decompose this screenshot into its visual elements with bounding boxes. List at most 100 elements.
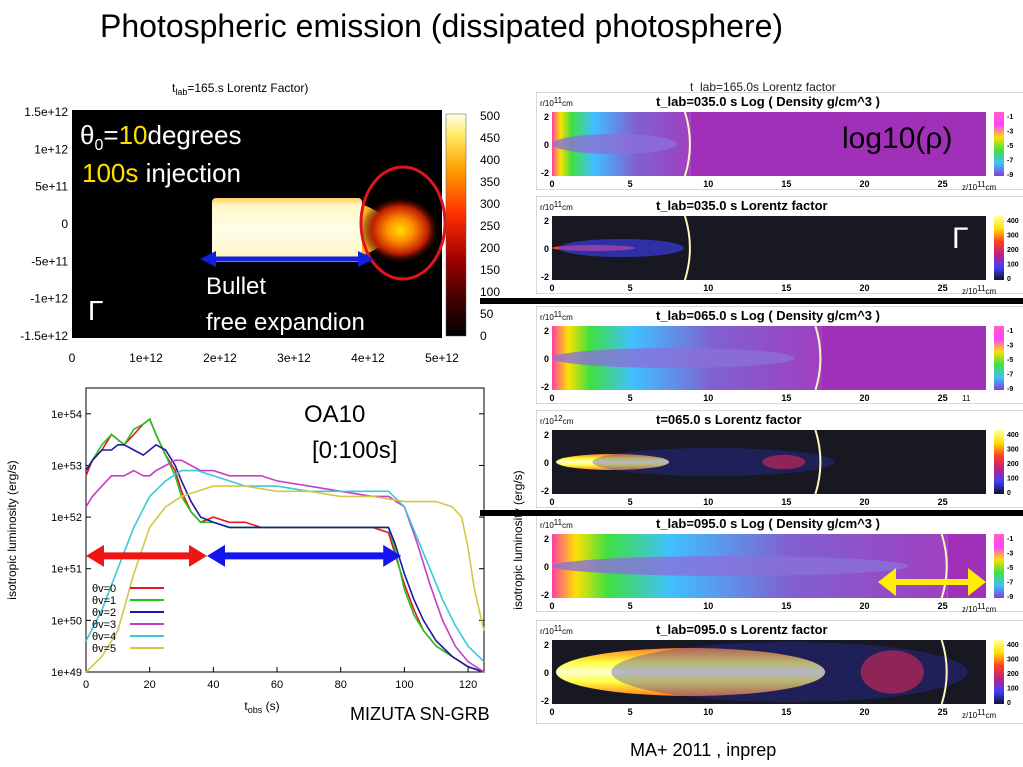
panel-colorbar-label: 400 [1007, 432, 1019, 439]
yellow-double-arrow [878, 568, 986, 596]
panel-colorbar-label: -9 [1007, 594, 1013, 601]
panel-xtick-label: 10 [703, 497, 713, 507]
panel-colorbar-label: -5 [1007, 565, 1013, 572]
panel-colorbar-label: -7 [1007, 372, 1013, 379]
panel-xtick-label: 15 [781, 601, 791, 611]
map-ytick-label: -1e+12 [30, 292, 68, 306]
map-xtick-label: 3e+12 [277, 351, 311, 365]
colorbar-tick-label: 300 [480, 197, 500, 211]
chart-xtick-label: 40 [207, 679, 219, 691]
map-ytick-label: 1.5e+12 [24, 105, 68, 119]
panel-title: t_lab=095.0 s Log ( Density g/cm^3 ) [656, 516, 880, 531]
panel-ytick-label: -2 [541, 696, 549, 706]
colorbar-tick-label: 450 [480, 131, 500, 145]
chart-x-label: tobs (s) [244, 699, 279, 715]
jet-core [552, 556, 909, 576]
panel-colorbar [994, 640, 1004, 704]
bullet-label: Bullet [206, 273, 266, 300]
colorbar-tick-label: 0 [480, 329, 487, 343]
panel-colorbar-label: 200 [1007, 671, 1019, 678]
panel-ytick-label: 2 [544, 640, 549, 650]
sim-panel-5: t_lab=095.0 s Lorentz factorr/1011cm20-2… [536, 620, 1023, 724]
shock-front [940, 533, 948, 599]
map-header: tlab=165.s Lorentz Factor) [172, 81, 308, 97]
panel-title: t_lab=065.0 s Log ( Density g/cm^3 ) [656, 308, 880, 323]
jet-core [552, 348, 795, 368]
colorbar-tick-label: 200 [480, 241, 500, 255]
panel-colorbar-label: -1 [1007, 536, 1013, 543]
gamma-symbol: Γ [88, 295, 103, 326]
panel-colorbar-label: 0 [1007, 276, 1011, 283]
panel-y-unit: r/1011cm [540, 310, 573, 322]
panel-x-unit: z/1011cm [962, 708, 996, 720]
chart-xtick-label: 100 [395, 679, 413, 691]
panel-x-unit: z/1011cm [962, 602, 996, 612]
panel-xtick-label: 25 [938, 707, 948, 717]
panel-xtick-label: 0 [549, 497, 554, 507]
ambient-medium [947, 534, 986, 598]
panel-colorbar-label: 0 [1007, 700, 1011, 707]
sim-panel-2: t_lab=065.0 s Log ( Density g/cm^3 ) r/10… [536, 306, 1023, 404]
panel-ytick-label: 2 [544, 326, 549, 336]
panel-colorbar-label: -7 [1007, 158, 1013, 165]
panel-colorbar-label: 300 [1007, 657, 1019, 664]
panel-colorbar-label: 100 [1007, 686, 1019, 693]
chart-plot-area [85, 387, 485, 673]
chart-xtick-label: 120 [459, 679, 477, 691]
panel-ytick-label: 0 [544, 140, 549, 150]
panel-title: t_lab=095.0 s Lorentz factor [656, 622, 828, 637]
colorbar-tick-label: 250 [480, 219, 500, 233]
sim-panel-4: t_lab=095.0 s Log ( Density g/cm^3 ) r/10… [536, 514, 1023, 612]
hotspot [860, 650, 924, 694]
shock-front [683, 111, 691, 177]
injection-label: 100s injection [82, 158, 241, 188]
panel-xtick-label: 20 [859, 393, 869, 403]
map-ytick-label: 1e+12 [34, 142, 68, 156]
series-line-4 [85, 469, 485, 663]
bullet-double-arrow [200, 251, 374, 267]
panel-xtick-label: 0 [549, 283, 554, 293]
panel-colorbar-label: -7 [1007, 580, 1013, 587]
chart-arrows [86, 544, 402, 567]
chart-x-ticks: 0 20 40 60 80 100 120 [83, 667, 477, 691]
panel-title: t_lab=035.0 s Lorentz factor [656, 198, 828, 213]
panel-xtick-label: 0 [549, 179, 554, 189]
shock-front [814, 429, 822, 495]
panel-y-unit: r/1011cm [540, 96, 573, 108]
chart-ytick-label: 1e+51 [51, 564, 82, 576]
panel-ytick-label: 2 [544, 534, 549, 544]
panel-xtick-label: 20 [859, 497, 869, 507]
legend-label: θv=0 [92, 583, 116, 595]
panel-xtick-label: 10 [703, 707, 713, 717]
map-xtick-label: 2e+12 [203, 351, 237, 365]
panel-xtick-label: 10 [703, 601, 713, 611]
panel-xtick-label: 20 [859, 601, 869, 611]
panel-colorbar-label: 400 [1007, 218, 1019, 225]
panel-xtick-label: 5 [628, 393, 633, 403]
luminosity-chart: 1e+54 1e+53 1e+52 1e+51 1e+50 1e+49 0 20 40 60 80… [5, 387, 485, 715]
blue-double-arrow [206, 544, 402, 567]
panel-xtick-label: 15 [781, 393, 791, 403]
panel-ytick-label: -2 [541, 486, 549, 496]
panel-xtick-label: 0 [549, 601, 554, 611]
shock-front [940, 639, 948, 705]
slide-title: Photospheric emission (dissipated photos… [100, 8, 784, 44]
panel-ytick-label: 2 [544, 216, 549, 226]
panel-ytick-label: 2 [544, 112, 549, 122]
chart-ytick-label: 1e+49 [51, 667, 82, 679]
map-ytick-label: 0 [61, 217, 68, 231]
map-ytick-label: -5e+11 [31, 254, 68, 268]
bullet-core [556, 454, 670, 470]
panel-xtick-label: 25 [938, 497, 948, 507]
panel-colorbar [994, 326, 1004, 390]
map-y-ticks: 1.5e+12 1e+12 5e+11 0 -5e+11 -1e+12 -1.5e+12 [20, 105, 68, 343]
panel-ytick-label: -2 [541, 590, 549, 600]
panel-xtick-label: 15 [781, 179, 791, 189]
red-double-arrow [86, 544, 207, 567]
panel-title: t=065.0 s Lorentz factor [656, 412, 802, 427]
panel-xtick-label: 0 [549, 393, 554, 403]
separator-bar-2 [480, 510, 1023, 516]
map-x-ticks: 0 1e+12 2e+12 3e+12 4e+12 5e+12 [69, 351, 460, 365]
expansion-label: free expandion [206, 309, 365, 336]
